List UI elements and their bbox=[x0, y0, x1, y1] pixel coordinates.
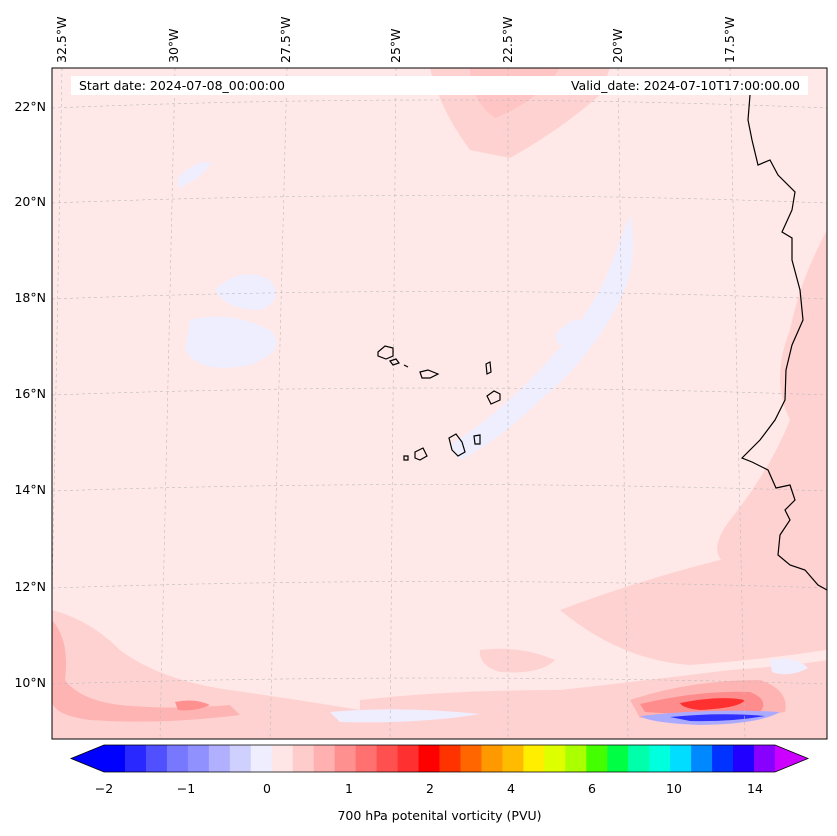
colorbar-tick-4: 2 bbox=[426, 781, 434, 796]
colorbar-segment bbox=[733, 745, 755, 772]
pv-region-south-neg2 bbox=[770, 658, 808, 675]
gridlines bbox=[51, 67, 828, 740]
colorbar-segment bbox=[754, 745, 776, 772]
island-fogo bbox=[414, 447, 428, 461]
lat-label-14n: 14°N bbox=[14, 482, 46, 497]
lat-label-22n: 22°N bbox=[14, 99, 46, 114]
lon-label-32-5w: 32.5°W bbox=[54, 16, 69, 63]
colorbar-tick-5: 4 bbox=[507, 781, 515, 796]
colorbar-tick-8: 14 bbox=[747, 781, 763, 796]
colorbar bbox=[69, 744, 810, 773]
lat-label-20n: 20°N bbox=[14, 194, 46, 209]
pv-region-max-core bbox=[680, 698, 745, 710]
colorbar-segment bbox=[187, 745, 210, 772]
colorbar-segment bbox=[544, 745, 566, 772]
colorbar-segment bbox=[271, 745, 294, 772]
lon-label-22-5w: 22.5°W bbox=[500, 16, 515, 63]
lat-label-16n: 16°N bbox=[14, 386, 46, 401]
colorbar-segment bbox=[334, 745, 357, 772]
colorbar-segment bbox=[313, 745, 336, 772]
colorbar-tick-1: −1 bbox=[176, 781, 196, 796]
start-date-text: Start date: 2024-07-08_00:00:00 bbox=[79, 78, 285, 93]
colorbar-segment bbox=[124, 745, 147, 772]
colorbar-segment bbox=[145, 745, 168, 772]
colorbar-segment bbox=[397, 745, 420, 772]
map-frame bbox=[51, 67, 828, 740]
colorbar-segment bbox=[565, 745, 587, 772]
colorbar-segment bbox=[292, 745, 315, 772]
colorbar-segment bbox=[649, 745, 671, 772]
lat-label-18n: 18°N bbox=[14, 290, 46, 305]
colorbar-segment bbox=[418, 745, 440, 772]
colorbar-segment bbox=[460, 745, 482, 772]
colorbar-segment bbox=[439, 745, 461, 772]
pv-region-neg-west bbox=[185, 316, 277, 368]
island-santo-antao bbox=[377, 345, 394, 360]
colorbar-segment bbox=[208, 745, 231, 772]
lon-label-25w: 25°W bbox=[388, 28, 403, 63]
colorbar-segment bbox=[607, 745, 629, 772]
date-info-box: Start date: 2024-07-08_00:00:00 Valid_da… bbox=[71, 76, 808, 95]
colorbar-segment bbox=[376, 745, 399, 772]
colorbar-tick-6: 6 bbox=[588, 781, 596, 796]
colorbar-extend-low bbox=[71, 745, 104, 772]
island-brava bbox=[403, 455, 409, 461]
colorbar-segment bbox=[670, 745, 692, 772]
colorbar-tick-7: 10 bbox=[666, 781, 682, 796]
lon-label-27-5w: 27.5°W bbox=[278, 16, 293, 63]
colorbar-segment bbox=[712, 745, 734, 772]
valid-date-text: Valid_date: 2024-07-10T17:00:00.00 bbox=[570, 78, 800, 93]
colorbar-tick-0: −2 bbox=[94, 781, 114, 796]
pv-region-coast bbox=[717, 230, 827, 574]
pv-region-sw-spot bbox=[175, 700, 210, 711]
island-sao-nicolau bbox=[419, 369, 440, 379]
pv-region-south-neg bbox=[330, 709, 480, 723]
colorbar-outline bbox=[69, 744, 810, 773]
colorbar-segment bbox=[628, 745, 650, 772]
lat-label-10n: 10°N bbox=[14, 675, 46, 690]
pv-region-south-lobe bbox=[479, 648, 555, 673]
colorbar-segment bbox=[250, 745, 273, 772]
pv-region-min-core bbox=[670, 714, 765, 722]
lon-label-20w: 20°W bbox=[610, 28, 625, 63]
pv-region-neg-plume bbox=[450, 215, 634, 460]
coastlines bbox=[377, 94, 828, 591]
island-sal bbox=[485, 361, 492, 375]
island-boa-vista bbox=[486, 390, 501, 405]
pv-region-sw-inner bbox=[52, 620, 240, 722]
island-santa-luzia bbox=[403, 364, 409, 368]
lat-label-12n: 12°N bbox=[14, 579, 46, 594]
island-maio bbox=[473, 434, 481, 445]
africa-coastline bbox=[740, 94, 828, 591]
colorbar-segment bbox=[586, 745, 608, 772]
pv-region-neg-nw bbox=[178, 161, 212, 188]
colorbar-segment bbox=[691, 745, 713, 772]
colorbar-segment bbox=[502, 745, 524, 772]
lon-label-17-5w: 17.5°W bbox=[722, 16, 737, 63]
colorbar-segment bbox=[104, 745, 126, 772]
pv-region-coast-lower bbox=[560, 545, 827, 665]
colorbar-segment bbox=[166, 745, 189, 772]
colorbar-tick-2: 0 bbox=[263, 781, 271, 796]
pv-region-neg-mid bbox=[555, 319, 580, 345]
colorbar-segment bbox=[355, 745, 378, 772]
island-sao-vicente bbox=[389, 358, 400, 366]
colorbar-tick-3: 1 bbox=[345, 781, 353, 796]
colorbar-segment bbox=[523, 745, 545, 772]
island-santiago bbox=[448, 433, 466, 457]
colorbar-segment bbox=[481, 745, 503, 772]
lon-label-30w: 30°W bbox=[166, 28, 181, 63]
colorbar-extend-high bbox=[775, 745, 808, 772]
pv-region-neg-west2 bbox=[215, 274, 276, 310]
colorbar-title: 700 hPa potenital vorticity (PVU) bbox=[337, 808, 542, 823]
colorbar-segment bbox=[229, 745, 252, 772]
